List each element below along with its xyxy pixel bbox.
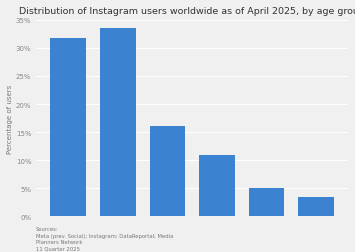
Bar: [199, 155, 235, 216]
Text: Sources:
Meta (prev. Social); Instagram; DataReportal; Media
Planners Network
11: Sources: Meta (prev. Social); Instagram;…: [36, 226, 173, 251]
Bar: [248, 188, 284, 216]
Bar: [50, 39, 86, 216]
Bar: [149, 127, 185, 216]
Bar: [298, 197, 334, 216]
Bar: [100, 29, 136, 216]
Y-axis label: Percentage of users: Percentage of users: [7, 84, 13, 153]
Title: Distribution of Instagram users worldwide as of April 2025, by age group: Distribution of Instagram users worldwid…: [19, 7, 355, 16]
